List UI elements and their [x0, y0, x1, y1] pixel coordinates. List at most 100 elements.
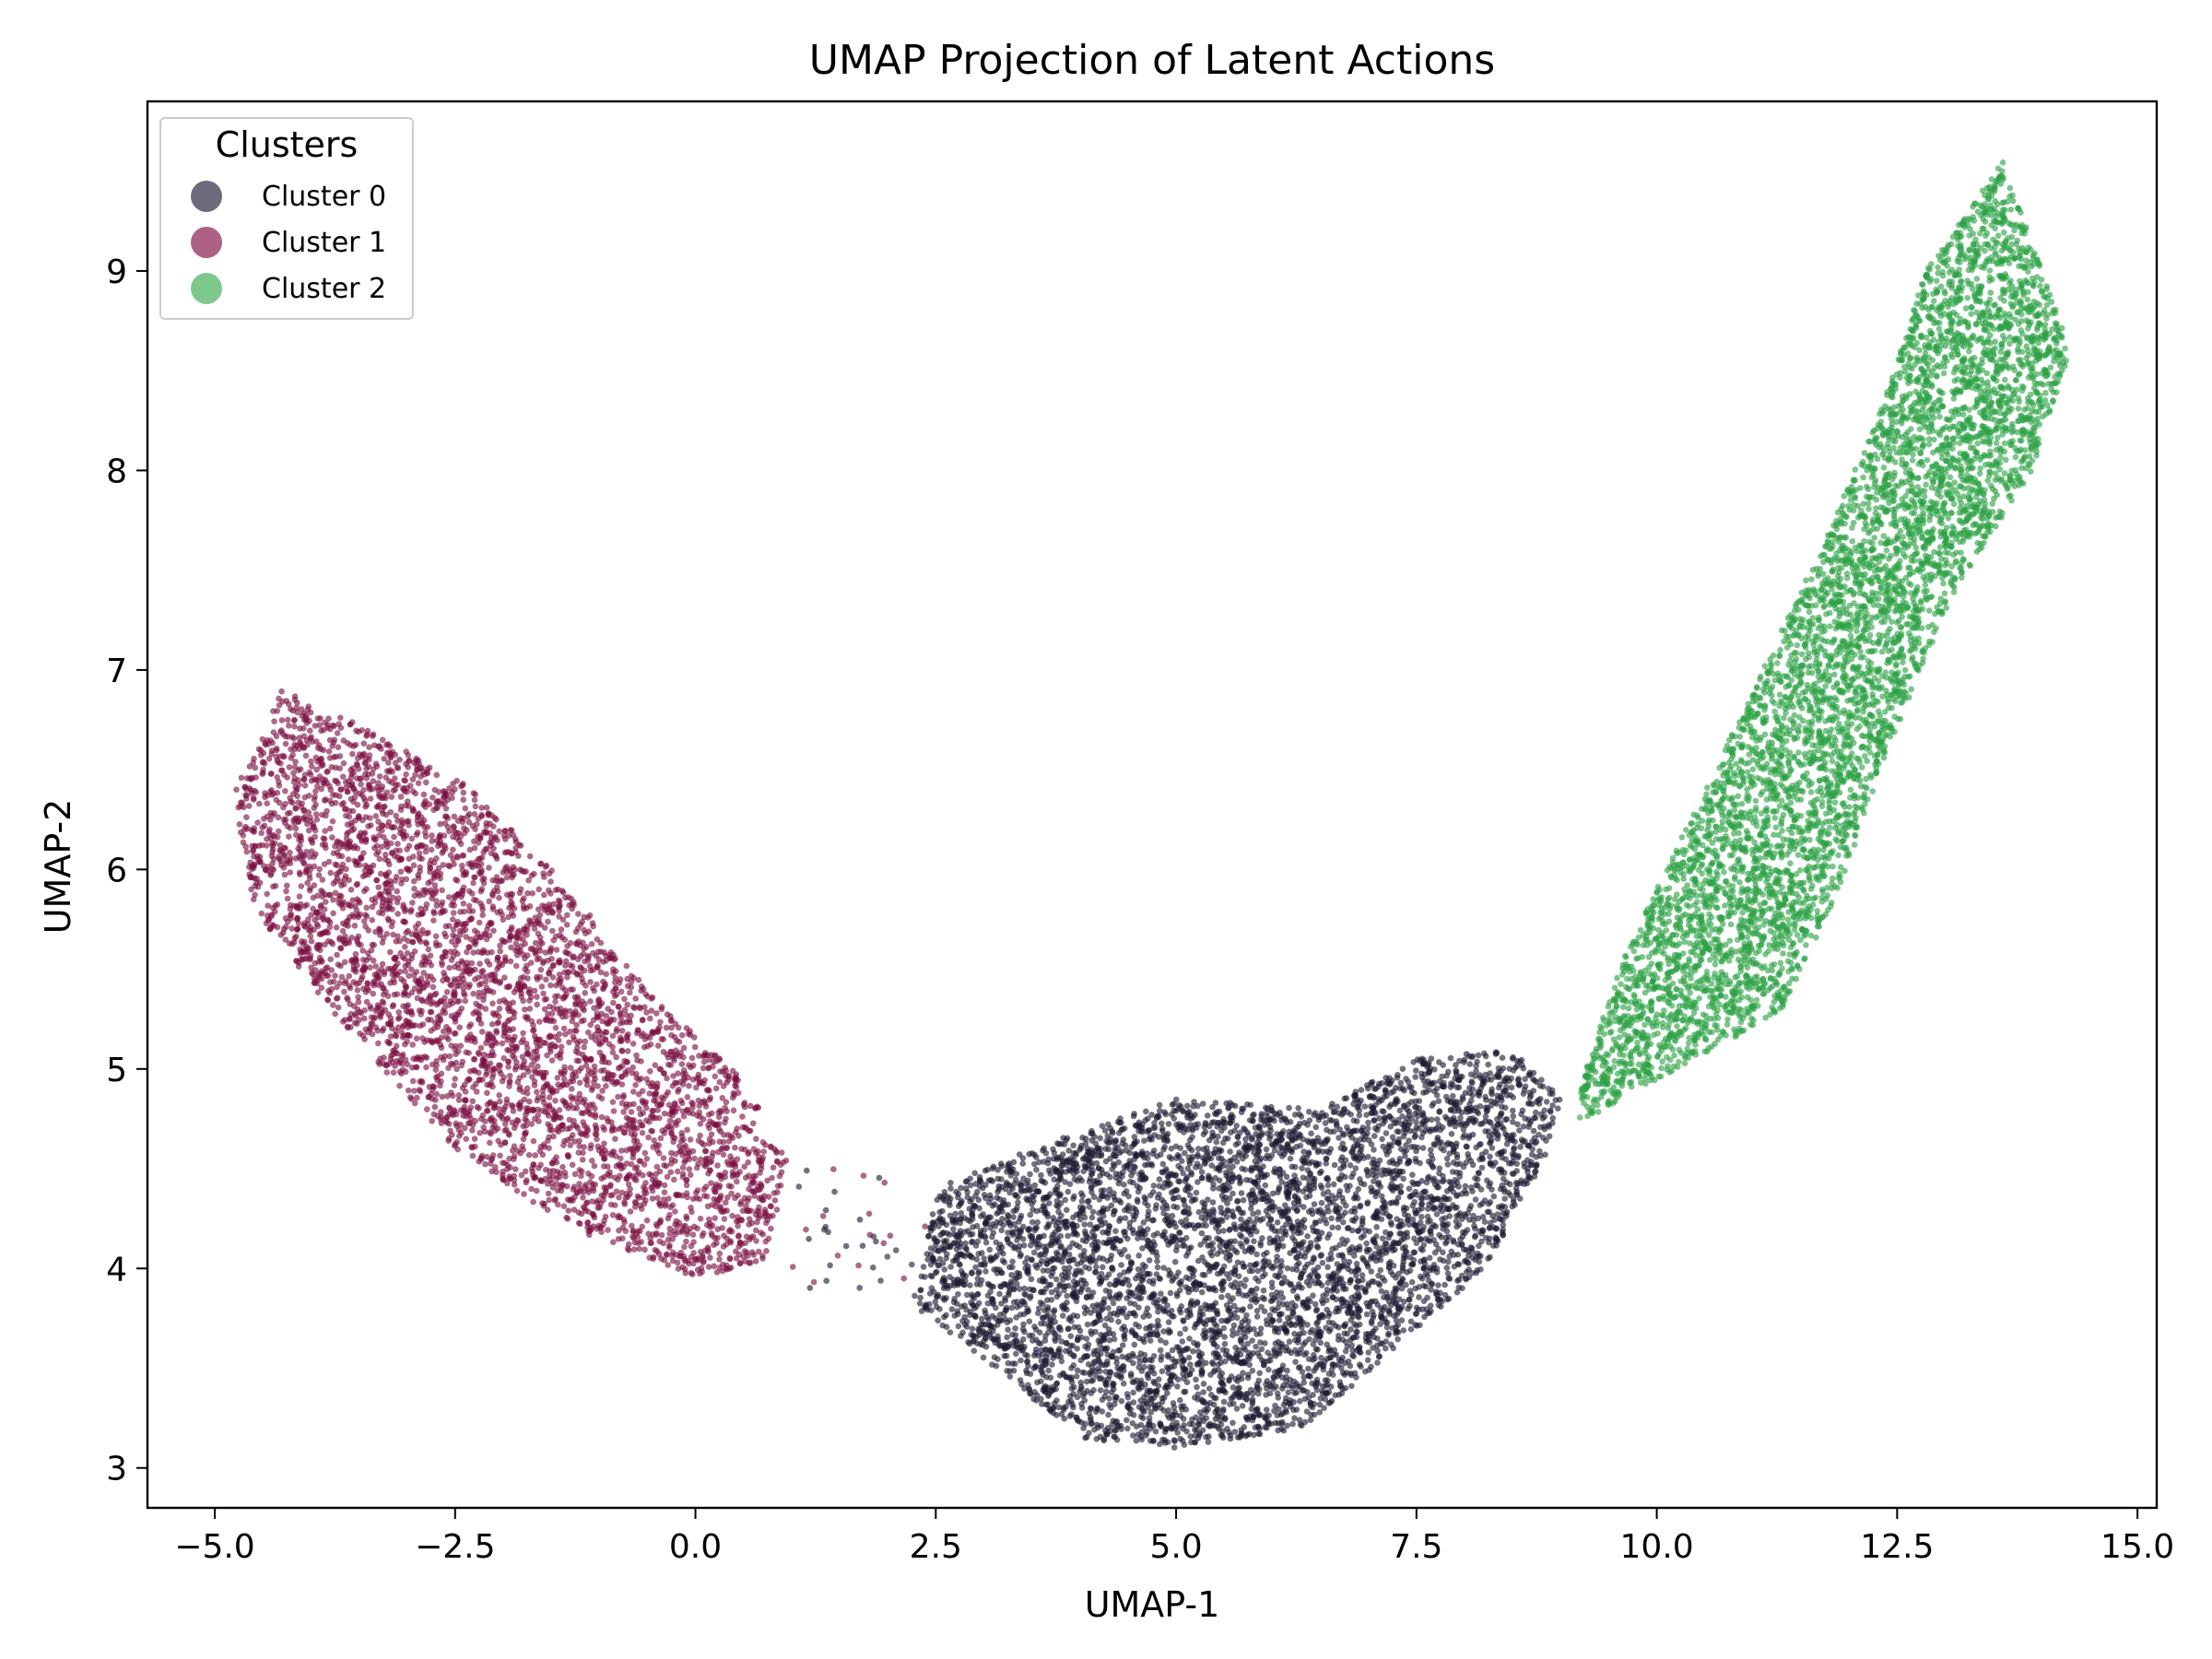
- cluster-0-point: [1182, 1178, 1189, 1184]
- cluster-0-point: [1305, 1365, 1312, 1372]
- cluster-0-point: [1347, 1317, 1354, 1324]
- cluster-0-point: [1127, 1289, 1134, 1296]
- cluster-0-point: [1171, 1313, 1177, 1320]
- cluster-0-point: [1393, 1198, 1400, 1206]
- cluster-0-point: [981, 1255, 987, 1262]
- cluster-0-point: [1540, 1135, 1547, 1141]
- cluster-0-point: [1161, 1437, 1169, 1443]
- cluster-0-point: [1434, 1292, 1441, 1299]
- cluster-0-point: [917, 1294, 924, 1301]
- cluster-0-point: [1397, 1079, 1405, 1087]
- cluster-0-point: [1284, 1367, 1290, 1374]
- cluster-0-point: [996, 1290, 1003, 1298]
- cluster-0-point: [1103, 1229, 1111, 1236]
- cluster-0-point: [1364, 1357, 1371, 1363]
- cluster-0-point: [1439, 1216, 1445, 1223]
- cluster-0-point: [1117, 1199, 1124, 1206]
- cluster-0-point: [939, 1217, 947, 1223]
- cluster-0-point: [1034, 1218, 1041, 1226]
- cluster-0-point: [1490, 1124, 1497, 1130]
- cluster-0-point: [1314, 1244, 1322, 1251]
- cluster-0-point: [974, 1238, 982, 1245]
- cluster-0-point: [1151, 1124, 1159, 1131]
- cluster-0-point: [1507, 1181, 1513, 1188]
- cluster-0-point: [1354, 1118, 1360, 1124]
- cluster-0-point: [1511, 1171, 1517, 1177]
- cluster-0-point: [1368, 1079, 1375, 1086]
- cluster-0-point: [1312, 1300, 1319, 1308]
- cluster-0-point: [1445, 1275, 1452, 1282]
- cluster-0-point: [1149, 1249, 1157, 1255]
- cluster-0-point: [1086, 1265, 1093, 1272]
- cluster-0-point: [1079, 1135, 1086, 1141]
- cluster-0-point: [1371, 1147, 1377, 1153]
- cluster-0-point: [1253, 1313, 1261, 1320]
- cluster-0-point: [1164, 1179, 1171, 1185]
- cluster-0-point: [984, 1166, 991, 1173]
- cluster-0-point: [1326, 1310, 1333, 1317]
- cluster-0-point: [1286, 1338, 1293, 1345]
- cluster-0-point: [1138, 1148, 1146, 1155]
- cluster-0-point: [1224, 1135, 1231, 1142]
- cluster-0-point: [964, 1291, 971, 1299]
- cluster-0-point: [1294, 1254, 1300, 1262]
- cluster-0-point: [1110, 1331, 1117, 1337]
- cluster-0-point: [1070, 1195, 1077, 1202]
- cluster-0-point: [1137, 1397, 1144, 1404]
- cluster-0-point: [1280, 1128, 1287, 1135]
- cluster-0-point: [1165, 1365, 1172, 1372]
- cluster-0-point: [1476, 1258, 1483, 1265]
- cluster-0-point: [1126, 1149, 1134, 1157]
- cluster-0-point: [969, 1325, 976, 1332]
- cluster-0-point: [1448, 1180, 1454, 1186]
- cluster-0-point: [1043, 1373, 1050, 1381]
- cluster-0-point: [1078, 1177, 1086, 1184]
- cluster-0-point: [1399, 1113, 1406, 1120]
- cluster-0-point: [1436, 1108, 1443, 1114]
- cluster-0-point: [957, 1243, 964, 1251]
- cluster-0-point: [1058, 1411, 1065, 1418]
- cluster-0-point: [1065, 1232, 1071, 1240]
- cluster-0-point: [1517, 1144, 1524, 1150]
- cluster-0-point: [1123, 1188, 1130, 1194]
- cluster-0-point: [1253, 1216, 1261, 1222]
- cluster-0-point: [1508, 1084, 1515, 1091]
- cluster-0-point: [1266, 1124, 1274, 1131]
- cluster-0-point: [1324, 1182, 1332, 1189]
- cluster-0-point: [1426, 1254, 1433, 1262]
- cluster-0-point: [943, 1312, 949, 1319]
- cluster-0-point: [1499, 1203, 1505, 1209]
- cluster-0-point: [1299, 1165, 1305, 1171]
- cluster-0-point: [1285, 1190, 1291, 1196]
- cluster-0-point: [1230, 1322, 1238, 1329]
- cluster-0-point: [1159, 1205, 1166, 1211]
- cluster-0-point: [1285, 1389, 1292, 1395]
- cluster-0-point: [1417, 1273, 1424, 1280]
- cluster-0-point: [1157, 1347, 1164, 1354]
- cluster-0-point: [1170, 1195, 1177, 1202]
- cluster-0-point: [1503, 1213, 1510, 1219]
- cluster-0-point: [1017, 1180, 1024, 1187]
- cluster-0-point: [1392, 1100, 1398, 1108]
- cluster-0-point: [1536, 1147, 1543, 1155]
- cluster-0-point: [1227, 1298, 1234, 1305]
- cluster-0-point: [1194, 1257, 1202, 1265]
- cluster-0-point: [1304, 1322, 1311, 1328]
- cluster-0-point: [1214, 1406, 1221, 1413]
- cluster-0-point: [1305, 1304, 1312, 1311]
- cluster-0-point: [1470, 1212, 1477, 1219]
- cluster-0-point: [1349, 1335, 1357, 1341]
- cluster-0-point: [1377, 1321, 1383, 1327]
- cluster-0-point: [1412, 1155, 1419, 1162]
- cluster-0-point: [947, 1195, 954, 1202]
- cluster-0-point: [1005, 1326, 1011, 1333]
- cluster-0-point: [1204, 1112, 1211, 1119]
- cluster-0-point: [1347, 1162, 1354, 1169]
- cluster-0-point: [1345, 1358, 1352, 1365]
- cluster-0-point: [1274, 1219, 1281, 1226]
- cluster-0-point: [935, 1262, 941, 1268]
- cluster-0-point: [1186, 1145, 1193, 1152]
- cluster-0-point: [1348, 1244, 1356, 1251]
- cluster-0-point: [1311, 1184, 1318, 1192]
- cluster-0-point: [973, 1281, 981, 1288]
